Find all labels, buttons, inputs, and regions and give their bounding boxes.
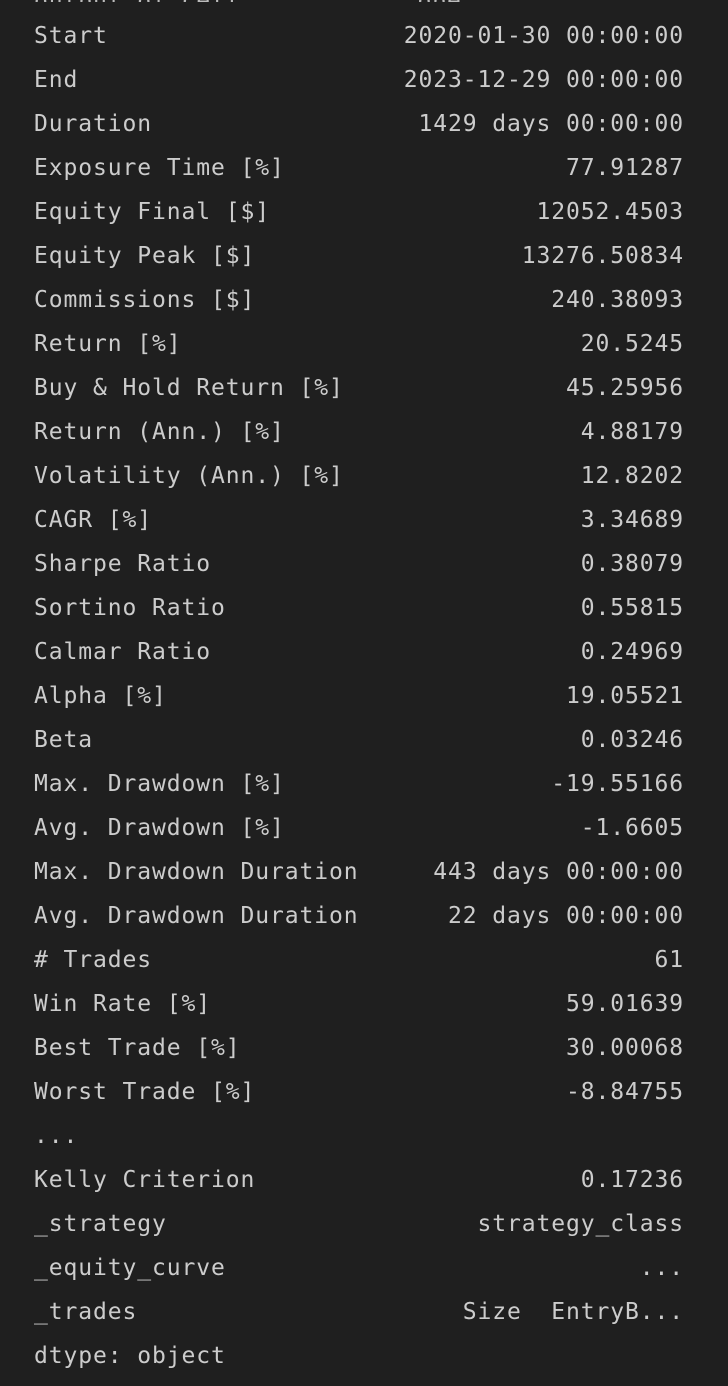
- stat-value: strategy_class: [477, 1211, 684, 1237]
- stat-key: Avg. Drawdown [%]: [34, 815, 285, 841]
- stat-key: Best Trade [%]: [34, 1035, 241, 1061]
- stat-value: 59.01639: [566, 991, 684, 1017]
- stat-row: Win Rate [%] 59.01639: [0, 982, 728, 1026]
- stat-key: _equity_curve: [34, 1255, 226, 1281]
- stat-key: # Trades: [34, 947, 152, 973]
- stat-row: Return [%] 20.5245: [0, 322, 728, 366]
- stat-value: 240.38093: [551, 287, 684, 313]
- stat-key: Start: [34, 23, 108, 49]
- stat-key: Exposure Time [%]: [34, 155, 285, 181]
- stat-value: ...: [639, 1255, 684, 1281]
- previous-line-suffix: ope ... ...: [403, 0, 580, 2]
- stat-value: 3.34689: [580, 507, 684, 533]
- truncated-previous-line: output of cell __________ ope ... ...: [34, 0, 694, 2]
- stat-row: Return (Ann.) [%] 4.88179: [0, 410, 728, 454]
- stat-value: -1.6605: [580, 815, 684, 841]
- stat-key: Equity Peak [$]: [34, 243, 256, 269]
- stat-row: _strategy strategy_class: [0, 1202, 728, 1246]
- stat-key: Equity Final [$]: [34, 199, 270, 225]
- stat-row: Max. Drawdown [%] -19.55166: [0, 762, 728, 806]
- stat-row: Alpha [%] 19.05521: [0, 674, 728, 718]
- stat-value: 13276.50834: [521, 243, 684, 269]
- stat-row: Best Trade [%] 30.00068: [0, 1026, 728, 1070]
- stat-key: Commissions [$]: [34, 287, 256, 313]
- stat-row: # Trades 61: [0, 938, 728, 982]
- stat-value: 20.5245: [580, 331, 684, 357]
- stat-key: Volatility (Ann.) [%]: [34, 463, 344, 489]
- stat-key: Sharpe Ratio: [34, 551, 211, 577]
- stat-value: 22 days 00:00:00: [448, 903, 684, 929]
- stat-key: Duration: [34, 111, 152, 137]
- stat-value: 0.17236: [580, 1167, 684, 1193]
- stat-row: Worst Trade [%] -8.84755: [0, 1070, 728, 1114]
- stat-row: Duration 1429 days 00:00:00: [0, 102, 728, 146]
- stat-row: Avg. Drawdown [%] -1.6605: [0, 806, 728, 850]
- stat-row: _equity_curve...: [0, 1246, 728, 1290]
- stat-row: Beta 0.03246: [0, 718, 728, 762]
- stat-key: Worst Trade [%]: [34, 1079, 256, 1105]
- stat-row: Equity Final [$] 12052.4503: [0, 190, 728, 234]
- stat-row: Start 2020-01-30 00:00:00: [0, 14, 728, 58]
- stat-value: -8.84755: [566, 1079, 684, 1105]
- cell-output: Start 2020-01-30 00:00:00 End 2023-12-29 00…: [0, 14, 728, 1378]
- stat-row: _trades Size EntryB...: [0, 1290, 728, 1334]
- stat-value: 30.00068: [566, 1035, 684, 1061]
- stat-row: End 2023-12-29 00:00:00: [0, 58, 728, 102]
- stat-row: Sortino Ratio 0.55815: [0, 586, 728, 630]
- stat-value: 0.03246: [580, 727, 684, 753]
- previous-line-link[interactable]: __________: [255, 0, 403, 2]
- stat-value: 45.25956: [566, 375, 684, 401]
- ellipsis-row: ...: [34, 1123, 79, 1149]
- stat-row: Avg. Drawdown Duration 22 days 00:00:00: [0, 894, 728, 938]
- stat-row: Volatility (Ann.) [%] 12.8202: [0, 454, 728, 498]
- stat-key: Alpha [%]: [34, 683, 167, 709]
- stat-value: 2020-01-30 00:00:00: [403, 23, 684, 49]
- previous-line-prefix: output of cell: [34, 0, 255, 2]
- stat-row: Calmar Ratio 0.24969: [0, 630, 728, 674]
- stat-key: Calmar Ratio: [34, 639, 211, 665]
- stat-value: 0.24969: [580, 639, 684, 665]
- stat-key: Beta: [34, 727, 93, 753]
- stat-value: -19.55166: [551, 771, 684, 797]
- stat-row: Kelly Criterion 0.17236: [0, 1158, 728, 1202]
- stat-row: Buy & Hold Return [%] 45.25956: [0, 366, 728, 410]
- stat-value: 19.05521: [566, 683, 684, 709]
- stat-value: 1429 days 00:00:00: [418, 111, 684, 137]
- stat-value: 4.88179: [580, 419, 684, 445]
- stat-key: _strategy: [34, 1211, 167, 1237]
- stat-value: Size EntryB...: [462, 1299, 684, 1325]
- stat-key: Sortino Ratio: [34, 595, 226, 621]
- stat-value: 61: [654, 947, 684, 973]
- stat-key: _trades: [34, 1299, 138, 1325]
- stat-value: 443 days 00:00:00: [433, 859, 684, 885]
- stat-key: Return (Ann.) [%]: [34, 419, 285, 445]
- stat-row: Commissions [$] 240.38093: [0, 278, 728, 322]
- stat-row: Max. Drawdown Duration 443 days 00:00:00: [0, 850, 728, 894]
- stat-key: Max. Drawdown [%]: [34, 771, 285, 797]
- stat-key: End: [34, 67, 79, 93]
- stat-key: Kelly Criterion: [34, 1167, 256, 1193]
- stat-value: 77.91287: [566, 155, 684, 181]
- stat-key: Avg. Drawdown Duration: [34, 903, 359, 929]
- stat-row: Equity Peak [$] 13276.50834: [0, 234, 728, 278]
- stat-value: 12052.4503: [536, 199, 684, 225]
- stat-value: 0.38079: [580, 551, 684, 577]
- stat-value: 0.55815: [580, 595, 684, 621]
- stat-value: 12.8202: [580, 463, 684, 489]
- stat-value: 2023-12-29 00:00:00: [403, 67, 684, 93]
- stat-key: Win Rate [%]: [34, 991, 211, 1017]
- stat-row: Exposure Time [%] 77.91287: [0, 146, 728, 190]
- stat-key: Max. Drawdown Duration: [34, 859, 359, 885]
- stats-tail-list: Kelly Criterion 0.17236 _strategy strategy_…: [0, 1158, 728, 1334]
- stat-row: Sharpe Ratio 0.38079: [0, 542, 728, 586]
- stat-key: Buy & Hold Return [%]: [34, 375, 344, 401]
- stat-row: CAGR [%] 3.34689: [0, 498, 728, 542]
- stat-key: CAGR [%]: [34, 507, 152, 533]
- stats-list: Start 2020-01-30 00:00:00 End 2023-12-29 00…: [0, 14, 728, 1114]
- stat-key: Return [%]: [34, 331, 182, 357]
- dtype-line: dtype: object: [34, 1343, 226, 1369]
